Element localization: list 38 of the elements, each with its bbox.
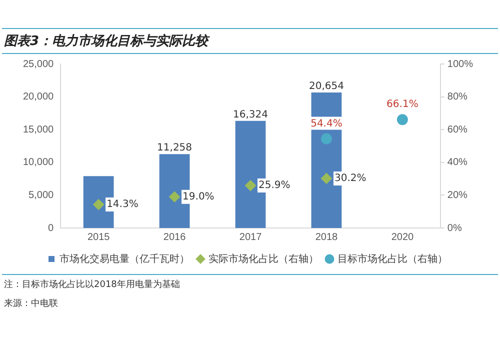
- data-label: 20,654: [308, 81, 344, 92]
- data-label: 66.1%: [386, 99, 418, 110]
- chart-title: 图表3：电力市场化目标与实际比较: [2, 28, 498, 54]
- legend-label: 目标市场化占比（右轴）: [338, 252, 448, 265]
- legend-label: 市场化交易电量（亿千瓦时）: [60, 252, 190, 265]
- y-tick-label: 0: [48, 222, 54, 234]
- y-tick-label: 25,000: [22, 58, 54, 70]
- point: [169, 191, 180, 202]
- point: [320, 133, 332, 144]
- y-tick-label: 20,000: [22, 92, 54, 103]
- y-tick-label: 15,000: [22, 124, 54, 136]
- y2-tick-label: 20%: [447, 190, 468, 201]
- y2-tick-label: 100%: [447, 58, 474, 70]
- x-tick-label: 2020: [391, 232, 414, 243]
- x-tick-label: 2017: [239, 232, 262, 243]
- data-label: 19.0%: [182, 191, 214, 202]
- text: 注：目标市场化占比以2018年用电量为基础: [3, 278, 181, 292]
- x-tick-label: 2016: [163, 232, 186, 243]
- data-label: 54.4%: [310, 118, 342, 130]
- y2-tick-label: 0%: [447, 222, 462, 234]
- data-label: 11,258: [157, 142, 192, 154]
- data-label: 16,324: [233, 110, 268, 121]
- legend-label: 实际市场化占比（右轴）: [208, 252, 318, 265]
- y2-tick-label: 40%: [447, 157, 468, 168]
- point: [93, 199, 104, 210]
- point: [396, 114, 408, 126]
- point: [320, 172, 332, 184]
- y2-tick-label: 80%: [447, 92, 468, 103]
- point: [245, 180, 256, 192]
- y-tick-label: 5,000: [28, 190, 54, 201]
- y2-tick-label: 60%: [447, 124, 468, 136]
- data-label: 14.3%: [106, 199, 138, 210]
- y-tick-label: 10,000: [22, 157, 54, 168]
- data-label: 30.2%: [334, 173, 366, 184]
- source-note: 来源：中电联: [3, 298, 59, 311]
- x-tick-label: 2018: [315, 232, 338, 243]
- x-tick-label: 2015: [87, 232, 110, 243]
- data-label: 25.9%: [258, 180, 290, 192]
